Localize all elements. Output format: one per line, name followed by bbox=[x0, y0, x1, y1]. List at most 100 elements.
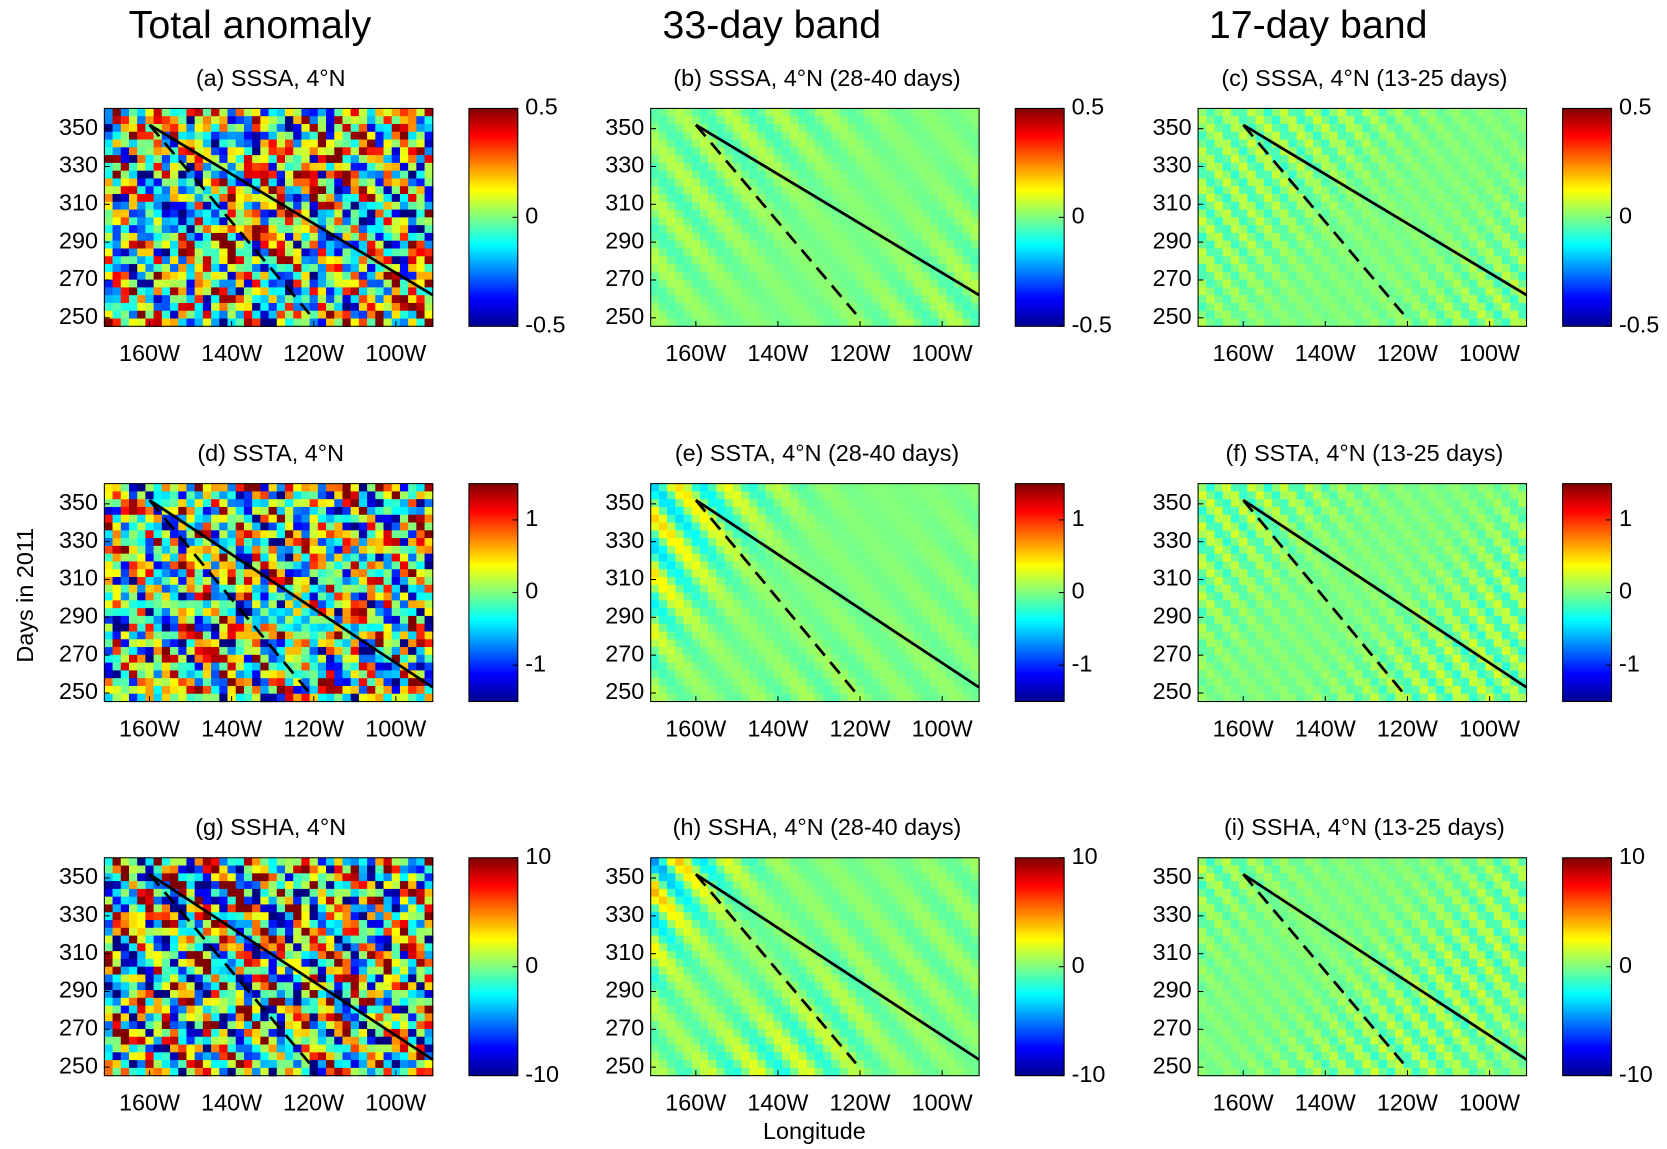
heatmap-cell bbox=[425, 577, 434, 585]
heatmap-cell bbox=[269, 248, 278, 256]
heatmap-cell bbox=[889, 264, 898, 272]
heatmap-cell bbox=[1313, 311, 1322, 319]
heatmap-cell bbox=[881, 256, 890, 264]
heatmap-cell bbox=[946, 241, 955, 249]
heatmap-cell bbox=[334, 585, 343, 593]
heatmap-cell bbox=[121, 202, 130, 210]
heatmap-cell bbox=[1412, 264, 1421, 272]
heatmap-cell bbox=[285, 108, 294, 116]
heatmap-cell bbox=[766, 241, 775, 249]
heatmap-cell bbox=[145, 108, 154, 116]
heatmap-cell bbox=[186, 686, 195, 694]
heatmap-cell bbox=[667, 538, 676, 546]
heatmap-cell bbox=[659, 515, 668, 523]
heatmap-cell bbox=[766, 178, 775, 186]
heatmap-cell bbox=[1379, 140, 1388, 148]
heatmap-cell bbox=[971, 140, 980, 148]
heatmap-cell bbox=[733, 233, 742, 241]
heatmap-cell bbox=[416, 194, 425, 202]
heatmap-cell bbox=[145, 538, 154, 546]
heatmap-cell bbox=[392, 233, 401, 241]
heatmap-cell bbox=[831, 147, 840, 155]
heatmap-cell bbox=[310, 155, 319, 163]
heatmap-cell bbox=[692, 147, 701, 155]
heatmap-cell bbox=[252, 577, 261, 585]
heatmap-cell bbox=[1321, 241, 1330, 249]
heatmap-cell bbox=[269, 303, 278, 311]
heatmap-cell bbox=[425, 484, 434, 492]
heatmap-cell bbox=[905, 280, 914, 288]
heatmap-cell bbox=[856, 491, 865, 499]
heatmap-cell bbox=[831, 295, 840, 303]
heatmap-cell bbox=[913, 124, 922, 132]
heatmap-cell bbox=[392, 178, 401, 186]
heatmap-cell bbox=[104, 108, 113, 116]
heatmap-cell bbox=[186, 264, 195, 272]
heatmap-cell bbox=[293, 499, 302, 507]
heatmap-cell bbox=[1510, 319, 1519, 327]
heatmap-cell bbox=[129, 538, 138, 546]
heatmap-cell bbox=[1412, 319, 1421, 327]
heatmap-cell bbox=[1239, 280, 1248, 288]
heatmap-cell bbox=[1354, 225, 1363, 233]
heatmap-cell bbox=[1354, 264, 1363, 272]
heatmap-cell bbox=[162, 561, 171, 569]
heatmap-cell bbox=[113, 624, 122, 632]
heatmap-cell bbox=[1256, 171, 1265, 179]
heatmap-cell bbox=[1510, 248, 1519, 256]
heatmap-cell bbox=[359, 186, 368, 194]
heatmap-cell bbox=[162, 499, 171, 507]
heatmap-cell bbox=[1362, 108, 1371, 116]
heatmap-cell bbox=[186, 515, 195, 523]
heatmap-cell bbox=[162, 631, 171, 639]
heatmap-cell bbox=[1305, 233, 1314, 241]
heatmap-cell bbox=[351, 140, 360, 148]
heatmap-cell bbox=[774, 280, 783, 288]
heatmap-cell bbox=[285, 132, 294, 140]
heatmap-cell bbox=[425, 147, 434, 155]
heatmap-cell bbox=[334, 639, 343, 647]
heatmap-cell bbox=[1428, 155, 1437, 163]
heatmap-cell bbox=[889, 280, 898, 288]
heatmap-cell bbox=[1346, 256, 1355, 264]
heatmap-cell bbox=[766, 186, 775, 194]
heatmap-cell bbox=[1420, 178, 1429, 186]
heatmap-cell bbox=[1502, 147, 1511, 155]
heatmap-cell bbox=[203, 655, 212, 663]
heatmap-cell bbox=[293, 655, 302, 663]
heatmap-cell bbox=[1453, 287, 1462, 295]
heatmap-cell bbox=[228, 303, 237, 311]
heatmap-cell bbox=[375, 124, 384, 132]
heatmap-cell bbox=[1198, 194, 1207, 202]
heatmap-cell bbox=[1461, 287, 1470, 295]
heatmap-cell bbox=[236, 108, 245, 116]
heatmap-cell bbox=[848, 507, 857, 515]
heatmap-cell bbox=[1297, 264, 1306, 272]
heatmap-cell bbox=[774, 530, 783, 538]
heatmap-cell bbox=[774, 108, 783, 116]
heatmap-cell bbox=[782, 210, 791, 218]
heatmap-cell bbox=[1198, 280, 1207, 288]
heatmap-cell bbox=[1485, 163, 1494, 171]
heatmap-cell bbox=[260, 694, 269, 702]
heatmap-cell bbox=[384, 639, 393, 647]
heatmap-cell bbox=[815, 538, 824, 546]
heatmap-cell bbox=[326, 280, 335, 288]
heatmap-cell bbox=[1436, 225, 1445, 233]
heatmap-cell bbox=[186, 233, 195, 241]
heatmap-cell bbox=[930, 491, 939, 499]
heatmap-cell bbox=[121, 554, 130, 562]
heatmap-cell bbox=[1280, 155, 1289, 163]
heatmap-cell bbox=[1469, 217, 1478, 225]
heatmap-cell bbox=[840, 507, 849, 515]
heatmap-cell bbox=[219, 280, 228, 288]
heatmap-cell bbox=[416, 186, 425, 194]
heatmap-cell bbox=[1362, 202, 1371, 210]
heatmap-cell bbox=[651, 132, 660, 140]
heatmap-cell bbox=[252, 491, 261, 499]
heatmap-cell bbox=[252, 538, 261, 546]
heatmap-cell bbox=[946, 140, 955, 148]
heatmap-cell bbox=[384, 538, 393, 546]
heatmap-cell bbox=[798, 225, 807, 233]
heatmap-cell bbox=[104, 670, 113, 678]
